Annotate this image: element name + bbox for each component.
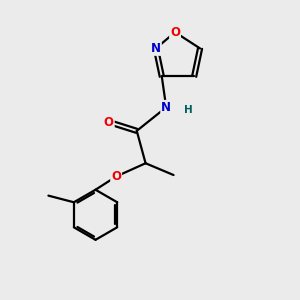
Text: O: O	[104, 116, 114, 128]
Text: N: N	[151, 42, 161, 55]
Text: N: N	[161, 101, 171, 114]
Text: O: O	[170, 26, 180, 39]
Text: H: H	[184, 105, 193, 115]
Text: O: O	[111, 170, 121, 183]
